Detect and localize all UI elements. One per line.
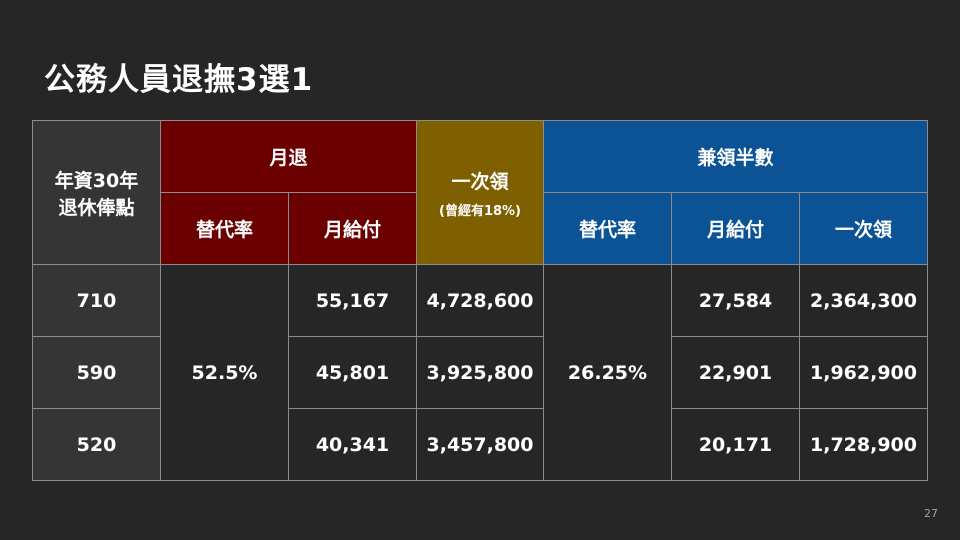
monthly-pay-cell: 55,167 — [288, 264, 417, 337]
lump-sum-cell: 4,728,600 — [416, 264, 544, 337]
table-row: 520 40,341 3,457,800 20,171 1,728,900 — [32, 408, 928, 481]
lump-sum-cell: 3,925,800 — [416, 336, 544, 409]
corner-header-line1: 年資30年 — [54, 169, 139, 192]
monthly-pay-subheader: 月給付 — [288, 192, 417, 265]
lump-sum-header: 一次領 (曾經有18%) — [416, 120, 544, 265]
lump-sum-header-note: (曾經有18%) — [439, 203, 521, 219]
monthly-rate-cell: 52.5% — [160, 264, 289, 481]
half-pay-cell: 27,584 — [671, 264, 800, 337]
table-row: 710 52.5% 55,167 4,728,600 26.25% 27,584… — [32, 264, 928, 481]
half-pay-subheader: 月給付 — [671, 192, 800, 265]
half-rate-cell: 26.25% — [543, 264, 672, 481]
table-row: 590 45,801 3,925,800 22,901 1,962,900 — [32, 336, 928, 409]
lump-sum-cell: 3,457,800 — [416, 408, 544, 481]
monthly-pay-cell: 40,341 — [288, 408, 417, 481]
monthly-rate-subheader: 替代率 — [160, 192, 289, 265]
row-points-cell: 590 — [32, 336, 161, 409]
slide-title: 公務人員退撫3選1 — [44, 62, 314, 98]
monthly-pension-header: 月退 — [160, 120, 417, 193]
half-pay-cell: 22,901 — [671, 336, 800, 409]
monthly-pay-cell: 45,801 — [288, 336, 417, 409]
half-lump-cell: 2,364,300 — [799, 264, 928, 337]
corner-header-cell: 年資30年 退休俸點 — [32, 120, 161, 265]
row-points-cell: 520 — [32, 408, 161, 481]
half-lump-cell: 1,962,900 — [799, 336, 928, 409]
corner-header-line2: 退休俸點 — [58, 196, 135, 219]
page-number: 27 — [924, 507, 938, 520]
half-half-header: 兼領半數 — [543, 120, 928, 193]
lump-sum-header-label: 一次領 — [451, 170, 509, 193]
half-lump-subheader: 一次領 — [799, 192, 928, 265]
row-points-cell: 710 — [32, 264, 161, 337]
half-rate-subheader: 替代率 — [543, 192, 672, 265]
pension-options-table: 年資30年 退休俸點 月退 一次領 (曾經有18%) 兼領半數 替代率 月給付 … — [32, 120, 928, 481]
half-pay-cell: 20,171 — [671, 408, 800, 481]
half-lump-cell: 1,728,900 — [799, 408, 928, 481]
